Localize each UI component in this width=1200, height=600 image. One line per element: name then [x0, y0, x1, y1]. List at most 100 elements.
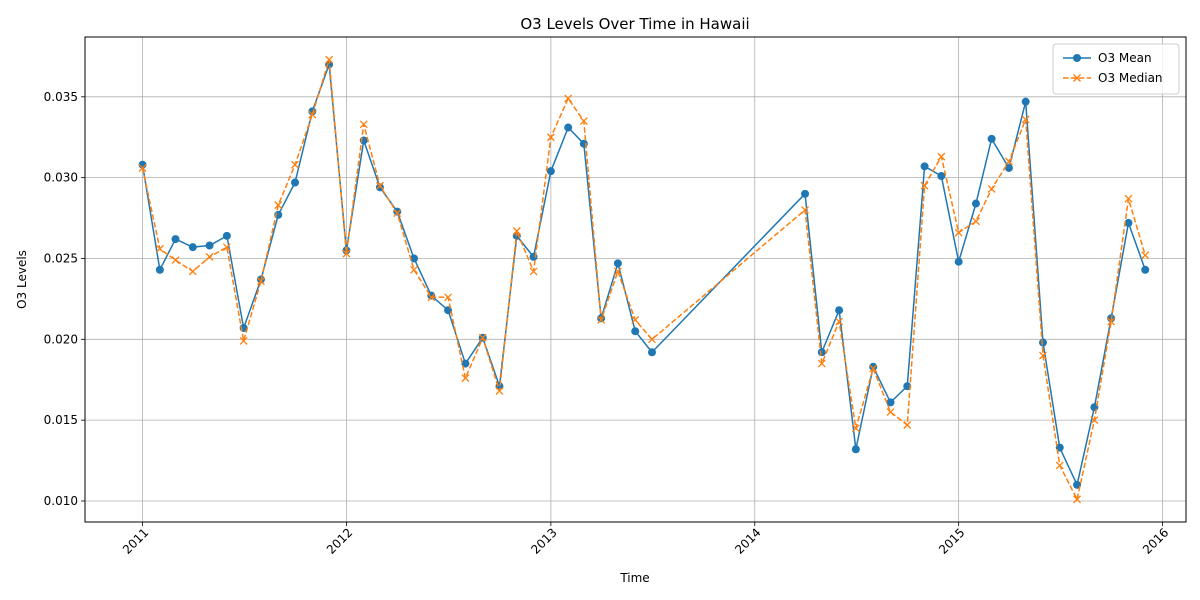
y-axis-label: O3 Levels — [15, 250, 29, 309]
data-point-mean — [1124, 218, 1133, 227]
data-point-mean — [155, 265, 164, 274]
data-point-mean — [375, 183, 384, 192]
data-point-median — [461, 374, 470, 383]
data-point-median — [801, 206, 809, 214]
data-point-mean — [886, 398, 895, 407]
data-point-median — [920, 181, 929, 190]
data-point-median — [1107, 317, 1116, 326]
data-point-mean — [869, 362, 878, 371]
data-point-median — [835, 317, 844, 326]
data-point-median — [597, 315, 606, 324]
data-point-mean — [1141, 265, 1150, 274]
data-point-median — [155, 244, 164, 253]
data-point-mean — [1038, 338, 1047, 347]
data-point-median — [1004, 157, 1013, 166]
data-point-mean — [613, 259, 622, 268]
chart-title: O3 Levels Over Time in Hawaii — [520, 15, 749, 33]
data-point-mean — [954, 257, 963, 266]
data-point-mean — [171, 235, 180, 244]
y-tick-label: 0.025 — [44, 251, 78, 265]
series-layer — [138, 55, 1150, 504]
x-axis-label: Time — [619, 571, 649, 585]
legend-marker-mean — [1073, 54, 1081, 62]
data-point-mean — [256, 275, 265, 284]
data-point-median — [972, 217, 980, 226]
data-point-mean — [222, 231, 231, 240]
data-point-median — [987, 185, 996, 193]
series-o3-median — [138, 55, 1150, 504]
data-point-mean — [205, 241, 214, 250]
data-point-median — [138, 163, 147, 172]
data-point-median — [1073, 495, 1082, 504]
data-point-mean — [410, 254, 419, 263]
data-point-mean — [546, 167, 555, 176]
y-tick-label: 0.020 — [44, 332, 78, 346]
legend-label-mean: O3 Mean — [1098, 51, 1152, 65]
data-point-median — [291, 160, 299, 169]
data-point-median — [274, 201, 283, 210]
series-line — [141, 58, 1146, 501]
series-line — [141, 63, 1146, 486]
data-point-median — [222, 243, 231, 252]
data-point-mean — [937, 172, 946, 181]
data-point-mean — [817, 348, 826, 357]
data-point-median — [631, 315, 640, 324]
data-point-median — [648, 335, 656, 344]
data-point-median — [903, 421, 912, 429]
data-point-median — [512, 227, 521, 235]
data-point-median — [495, 387, 504, 396]
data-point-mean — [647, 348, 656, 357]
data-point-median — [171, 256, 180, 265]
data-point-median — [1090, 416, 1099, 425]
data-point-median — [256, 277, 265, 286]
y-tick-label: 0.015 — [44, 413, 78, 427]
data-point-mean — [971, 199, 980, 208]
data-point-mean — [393, 207, 402, 216]
data-point-median — [546, 133, 555, 142]
data-point-median — [444, 293, 453, 302]
data-point-median — [410, 265, 418, 274]
data-point-mean — [987, 134, 996, 143]
legend-label-median: O3 Median — [1098, 71, 1163, 85]
data-point-median — [869, 364, 878, 373]
data-point-median — [954, 228, 963, 237]
data-point-mean — [1004, 163, 1013, 172]
legend-marker-median — [1073, 74, 1081, 82]
data-point-median — [205, 252, 214, 261]
data-point-median — [427, 293, 436, 302]
data-point-median — [1021, 115, 1030, 124]
legend: O3 Mean O3 Median — [1052, 43, 1180, 95]
data-point-mean — [188, 243, 197, 252]
data-point-median — [886, 408, 895, 417]
data-point-median — [342, 249, 351, 258]
plot-frame — [84, 36, 1187, 523]
data-point-median — [851, 424, 860, 433]
grid-lines — [85, 37, 1186, 522]
data-point-mean — [291, 178, 300, 187]
data-point-median — [579, 117, 588, 126]
data-point-mean — [835, 306, 844, 315]
data-point-median — [325, 55, 334, 64]
data-point-mean — [920, 162, 929, 171]
data-point-median — [188, 267, 197, 276]
data-point-median — [1141, 251, 1150, 260]
data-point-median — [308, 110, 317, 119]
data-point-median — [359, 120, 368, 129]
data-point-mean — [1021, 97, 1030, 106]
data-point-mean — [801, 189, 810, 198]
y-tick-label: 0.010 — [44, 494, 78, 508]
data-point-median — [375, 181, 384, 190]
y-axis-ticks: 0.010 0.015 0.020 0.025 0.030 0.035 — [44, 90, 85, 508]
data-point-median — [393, 209, 402, 218]
y-tick-label: 0.030 — [44, 171, 78, 185]
data-point-median — [1124, 194, 1133, 203]
y-tick-label: 0.035 — [44, 90, 78, 104]
data-point-median — [478, 333, 487, 342]
data-point-mean — [851, 445, 860, 454]
data-point-median — [1039, 351, 1047, 360]
data-point-median — [239, 336, 248, 345]
data-point-median — [817, 359, 826, 368]
data-point-median — [613, 267, 622, 276]
data-point-mean — [631, 327, 640, 336]
